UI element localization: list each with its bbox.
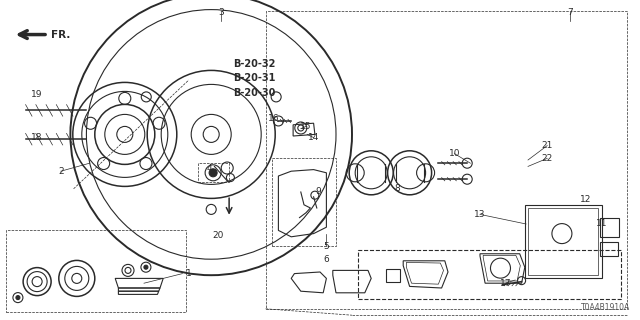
Bar xyxy=(600,242,618,256)
Text: FR.: FR. xyxy=(51,29,70,40)
Bar xyxy=(198,163,229,182)
Text: 1: 1 xyxy=(186,269,191,278)
Bar xyxy=(600,218,619,237)
Text: 20: 20 xyxy=(212,231,223,240)
Text: B-20-32: B-20-32 xyxy=(234,59,276,69)
Text: 19: 19 xyxy=(31,90,43,99)
Text: 9: 9 xyxy=(316,188,321,196)
Text: 18: 18 xyxy=(31,133,43,142)
Circle shape xyxy=(144,265,148,269)
Text: 17: 17 xyxy=(500,279,511,288)
Text: 16: 16 xyxy=(268,114,280,123)
Text: 4: 4 xyxy=(207,164,212,172)
Bar xyxy=(6,230,186,312)
Text: 10: 10 xyxy=(449,149,460,158)
Text: 6: 6 xyxy=(324,255,329,264)
Text: 8: 8 xyxy=(394,184,399,193)
Text: 3: 3 xyxy=(218,8,223,17)
Text: 2: 2 xyxy=(58,167,63,176)
Bar xyxy=(386,269,400,282)
Text: 21: 21 xyxy=(541,141,553,150)
Circle shape xyxy=(209,169,217,177)
Text: 15: 15 xyxy=(300,122,312,131)
Text: 22: 22 xyxy=(541,154,553,163)
Text: B-20-31: B-20-31 xyxy=(234,73,276,84)
Bar xyxy=(272,158,336,246)
Text: 7: 7 xyxy=(567,8,572,17)
Circle shape xyxy=(16,296,20,300)
Text: T0A4B1910A: T0A4B1910A xyxy=(581,303,630,312)
Text: 14: 14 xyxy=(308,133,319,142)
Text: 5: 5 xyxy=(324,242,329,251)
Text: 13: 13 xyxy=(474,210,486,219)
Text: 12: 12 xyxy=(580,196,591,204)
Bar xyxy=(266,11,627,309)
Text: B-20-30: B-20-30 xyxy=(234,88,276,98)
Text: 11: 11 xyxy=(596,220,607,228)
